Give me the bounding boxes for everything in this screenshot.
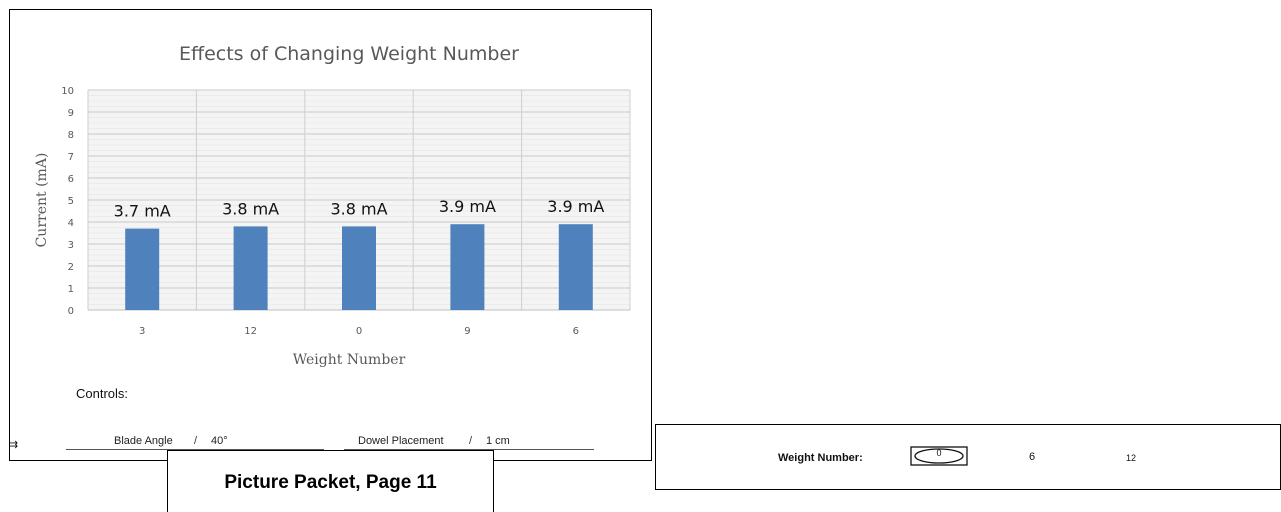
- y-tick-label: 5: [68, 196, 74, 207]
- bar: [125, 228, 160, 310]
- control-value: 40°: [211, 435, 228, 447]
- answer-option-6[interactable]: 6: [1029, 451, 1036, 463]
- data-label: 3.7 mA: [114, 202, 171, 221]
- y-tick-label: 6: [68, 174, 74, 185]
- y-tick-label: 10: [61, 86, 74, 97]
- x-tick-label: 12: [244, 326, 257, 337]
- bar: [233, 226, 268, 310]
- y-axis-label: Current (mA): [34, 153, 50, 248]
- data-label: 3.9 mA: [547, 197, 604, 216]
- bar: [558, 224, 593, 310]
- y-tick-label: 1: [68, 284, 74, 295]
- data-label: 3.8 mA: [222, 199, 279, 218]
- answer-option-label: 0: [936, 448, 942, 458]
- controls-heading: Controls:: [76, 386, 129, 401]
- y-tick-label: 8: [68, 130, 74, 141]
- selection-oval-icon: [910, 446, 968, 466]
- bar: [342, 226, 376, 310]
- chart-title: Effects of Changing Weight Number: [179, 43, 519, 65]
- answer-panel: Weight Number: 0 6 12: [655, 424, 1281, 490]
- y-tick-label: 2: [68, 262, 74, 273]
- control-separator: /: [194, 435, 198, 447]
- bar: [450, 224, 485, 310]
- x-tick-label: 3: [139, 326, 145, 337]
- control-blade-angle: Blade Angle / 40°: [66, 431, 324, 450]
- y-tick-label: 7: [68, 152, 74, 163]
- caption-text: Picture Packet, Page 11: [224, 472, 437, 493]
- x-axis-label: Weight Number: [293, 352, 406, 368]
- data-label: 3.8 mA: [330, 199, 387, 218]
- answer-option-0-circled[interactable]: 0: [908, 445, 970, 467]
- caption-box: Picture Packet, Page 11: [167, 450, 494, 512]
- chart-panel: 0 1 2 3 4 5 6 7 8 9 10 3.7 mA 3 3.8 mA 12 3.8 mA 0 3.9 mA…: [9, 9, 652, 461]
- data-label: 3.9 mA: [439, 197, 496, 216]
- x-tick-label: 6: [573, 326, 579, 337]
- control-dowel-placement: Dowel Placement / 1 cm: [344, 431, 594, 450]
- x-tick-label: 9: [464, 326, 470, 337]
- control-name: Dowel Placement: [358, 435, 444, 447]
- y-tick-label: 3: [68, 240, 74, 251]
- corner-arrows-icon: ⇉: [9, 439, 19, 451]
- control-name: Blade Angle: [114, 435, 173, 447]
- y-tick-label: 9: [68, 108, 74, 119]
- answer-label: Weight Number:: [778, 452, 863, 464]
- y-tick-label: 0: [68, 306, 74, 317]
- control-value: 1 cm: [486, 435, 510, 447]
- control-separator: /: [469, 435, 473, 447]
- x-tick-label: 0: [356, 326, 362, 337]
- y-tick-label: 4: [68, 218, 74, 229]
- answer-option-12[interactable]: 12: [1126, 453, 1137, 463]
